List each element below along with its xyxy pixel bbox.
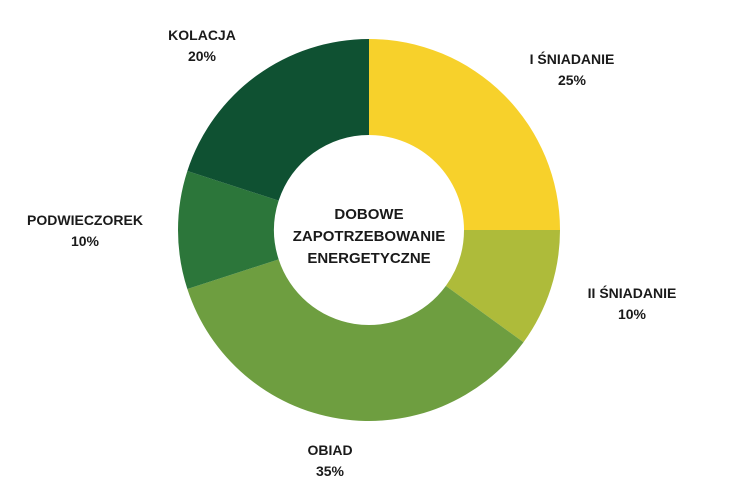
donut-slice-3: [187, 259, 524, 422]
center-label-line-1: DOBOWE: [334, 206, 403, 223]
center-label-line-3: ENERGETYCZNE: [307, 250, 430, 267]
center-label-line-2: ZAPOTRZEBOWANIE: [293, 228, 446, 245]
slice-label-kolacja: KOLACJA: [168, 27, 236, 43]
slice-value-ii-sniadanie: 10%: [618, 306, 647, 322]
slice-value-kolacja: 20%: [188, 48, 217, 64]
slice-value-i-sniadanie: 25%: [558, 72, 587, 88]
donut-slice-1: [369, 39, 560, 230]
chart-slices: [178, 39, 561, 422]
slice-label-i-sniadanie: I ŚNIADANIE: [530, 50, 615, 67]
slice-label-obiad: OBIAD: [307, 442, 352, 458]
slice-value-podwieczorek: 10%: [71, 233, 100, 249]
donut-slice-2: [445, 230, 561, 343]
donut-slice-5: [187, 39, 369, 201]
center-label: DOBOWE ZAPOTRZEBOWANIE ENERGETYCZNE: [293, 206, 446, 267]
slice-label-ii-sniadanie: II ŚNIADANIE: [588, 284, 677, 301]
donut-slice-4: [178, 170, 279, 290]
slice-label-podwieczorek: PODWIECZOREK: [27, 212, 143, 228]
slice-value-obiad: 35%: [316, 463, 345, 479]
